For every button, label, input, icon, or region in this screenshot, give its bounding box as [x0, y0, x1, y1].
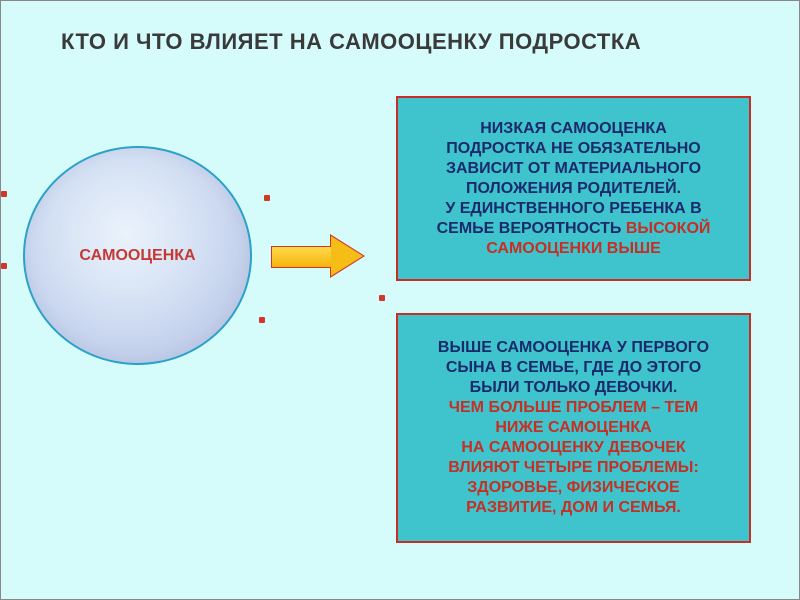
text-line: НИЖЕ САМОЦЕНКА	[495, 418, 651, 438]
text-line: РАЗВИТИЕ, ДОМ И СЕМЬЯ.	[466, 498, 681, 518]
text-box-bottom: ВЫШЕ САМООЦЕНКА У ПЕРВОГОСЫНА В СЕМЬЕ, Г…	[396, 313, 751, 543]
slide-title: КТО И ЧТО ВЛИЯЕТ НА САМООЦЕНКУ ПОДРОСТКА	[61, 29, 759, 55]
text-line: ВЫШЕ САМООЦЕНКА У ПЕРВОГО	[438, 338, 709, 358]
text-span: ВЫСОКОЙ	[626, 220, 711, 237]
text-line: ПОЛОЖЕНИЯ РОДИТЕЛЕЙ.	[466, 179, 681, 199]
dot	[259, 317, 265, 323]
text-line: ЗАВИСИТ ОТ МАТЕРИАЛЬНОГО	[446, 159, 701, 179]
text-line: НА САМООЦЕНКУ ДЕВОЧЕК	[461, 438, 685, 458]
text-span: СЕМЬЕ ВЕРОЯТНОСТЬ	[437, 220, 626, 237]
dot	[379, 295, 385, 301]
circle-label: САМООЦЕНКА	[79, 247, 195, 265]
text-line: НИЗКАЯ САМООЦЕНКА	[480, 119, 667, 139]
self-esteem-circle: САМООЦЕНКА	[23, 146, 252, 365]
dot	[264, 195, 270, 201]
dot	[1, 191, 7, 197]
text-line: ПОДРОСТКА НЕ ОБЯЗАТЕЛЬНО	[446, 139, 700, 159]
text-line: СЕМЬЕ ВЕРОЯТНОСТЬ ВЫСОКОЙ	[437, 219, 711, 239]
text-line: БЫЛИ ТОЛЬКО ДЕВОЧКИ.	[470, 378, 678, 398]
dot	[1, 263, 7, 269]
slide: КТО И ЧТО ВЛИЯЕТ НА САМООЦЕНКУ ПОДРОСТКА…	[0, 0, 800, 600]
text-line: ЗДОРОВЬЕ, ФИЗИЧЕСКОЕ	[467, 478, 679, 498]
arrow-icon	[271, 236, 366, 276]
arrow-head	[331, 236, 363, 276]
text-line: ЧЕМ БОЛЬШЕ ПРОБЛЕМ – ТЕМ	[449, 398, 698, 418]
arrow-shaft	[271, 246, 333, 268]
text-line: У ЕДИНСТВЕННОГО РЕБЕНКА В	[445, 199, 701, 219]
text-line: САМООЦЕНКИ ВЫШЕ	[486, 239, 661, 259]
text-line: СЫНА В СЕМЬЕ, ГДЕ ДО ЭТОГО	[446, 358, 701, 378]
text-box-top: НИЗКАЯ САМООЦЕНКАПОДРОСТКА НЕ ОБЯЗАТЕЛЬН…	[396, 96, 751, 281]
text-line: ВЛИЯЮТ ЧЕТЫРЕ ПРОБЛЕМЫ:	[448, 458, 699, 478]
